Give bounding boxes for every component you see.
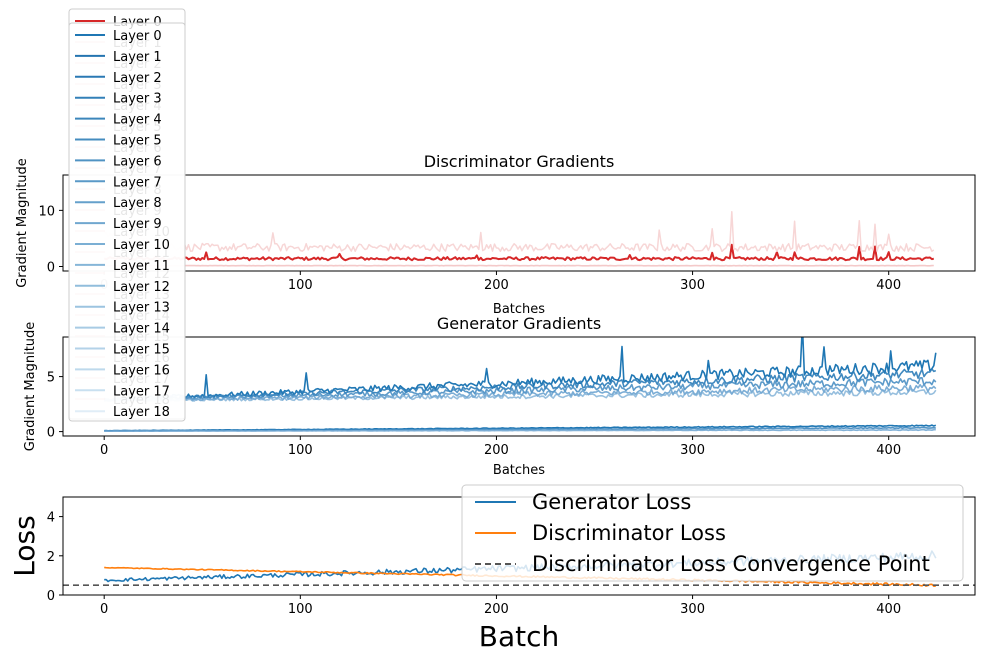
series-line-layer-2 bbox=[103, 210, 935, 253]
legend-label: Layer 5 bbox=[113, 134, 162, 149]
x-axis-label: Batches bbox=[493, 463, 545, 478]
series-line-layer-0 bbox=[104, 337, 937, 402]
chart-panel-1: 0 100 200 300 400 0 5 Generator Gradients Batche… bbox=[23, 314, 976, 478]
x-tick-label: 200 bbox=[484, 443, 509, 458]
x-axis-label: Batch bbox=[479, 620, 560, 653]
y-axis-label: Gradient Magnitude bbox=[23, 322, 38, 452]
legend-frame bbox=[68, 22, 186, 422]
series-group bbox=[103, 337, 937, 432]
x-tick-label: 400 bbox=[876, 443, 901, 458]
legend-label: Layer 11 bbox=[113, 259, 170, 274]
legend-label: Layer 13 bbox=[113, 301, 170, 316]
series-line-layer-2 bbox=[103, 377, 937, 402]
x-tick-label: 200 bbox=[484, 602, 509, 617]
x-tick-label: 100 bbox=[288, 443, 313, 458]
x-axis-label: Batches bbox=[493, 302, 545, 317]
x-tick-label: 100 bbox=[288, 602, 313, 617]
y-axis-label: Loss bbox=[8, 515, 41, 576]
x-tick-label: 100 bbox=[288, 278, 313, 293]
legend-label: Layer 1 bbox=[113, 50, 162, 65]
chart-panel-0: 0100200300400010Discriminator GradientsB… bbox=[15, 152, 976, 317]
series-line-layer-4 bbox=[103, 388, 937, 403]
legend-label: Layer 8 bbox=[113, 196, 162, 211]
x-tick-label: 300 bbox=[680, 278, 705, 293]
legend-label: Layer 18 bbox=[113, 405, 170, 420]
x-tick-label: 200 bbox=[484, 278, 509, 293]
gen-layer-legend: Layer 0 Layer 1 Layer 2 Layer 3 Layer 4 Layer… bbox=[68, 22, 186, 422]
legend-label: Layer 6 bbox=[113, 154, 162, 169]
chart-title: Generator Gradients bbox=[437, 314, 601, 333]
y-axis-label: Gradient Magnitude bbox=[15, 158, 30, 288]
series-line-layer-1 bbox=[103, 368, 937, 402]
y-tick-label: 5 bbox=[47, 371, 55, 386]
y-tick-label: 4 bbox=[47, 511, 55, 526]
loss-legend: Generator Loss Discriminator Loss Discrimi… bbox=[461, 484, 964, 582]
legend-label: Layer 17 bbox=[113, 384, 170, 399]
axes-frame bbox=[62, 336, 976, 437]
x-tick-label: 400 bbox=[876, 602, 901, 617]
series-line-layer-0 bbox=[103, 243, 935, 262]
legend-label: Layer 14 bbox=[113, 322, 170, 337]
axes-frame bbox=[62, 174, 976, 272]
x-tick-label: 300 bbox=[680, 443, 705, 458]
legend-frame bbox=[461, 484, 964, 582]
legend-label: Layer 10 bbox=[113, 238, 170, 253]
legend-label: Layer 3 bbox=[113, 92, 162, 107]
legend-label: Layer 4 bbox=[113, 113, 162, 128]
legend-label: Layer 0 bbox=[113, 29, 162, 44]
x-tick-label: 0 bbox=[100, 602, 108, 617]
legend-label: Layer 16 bbox=[113, 363, 170, 378]
y-tick-label: 0 bbox=[47, 589, 55, 604]
x-tick-label: 0 bbox=[100, 443, 108, 458]
x-tick-label: 300 bbox=[680, 602, 705, 617]
legend-label: Discriminator Loss Convergence Point bbox=[532, 552, 930, 576]
legend-label: Layer 2 bbox=[113, 71, 162, 86]
legend-label: Layer 9 bbox=[113, 217, 162, 232]
series-group bbox=[103, 210, 935, 267]
legend-label: Layer 12 bbox=[113, 280, 170, 295]
legend-label: Layer 7 bbox=[113, 175, 162, 190]
y-tick-label: 2 bbox=[47, 550, 55, 565]
legend-label: Layer 15 bbox=[113, 343, 170, 358]
chart-title: Discriminator Gradients bbox=[424, 152, 615, 171]
legend-label: Generator Loss bbox=[532, 490, 691, 514]
y-tick-label: 10 bbox=[38, 204, 55, 219]
x-tick-label: 400 bbox=[876, 278, 901, 293]
y-tick-label: 0 bbox=[47, 426, 55, 441]
y-tick-label: 0 bbox=[47, 261, 55, 276]
chart-panel-2: 0 100 200 300 400 0 2 4 Batch Loss bbox=[8, 496, 976, 653]
series-line-layer-7 bbox=[104, 428, 936, 432]
legend-label: Discriminator Loss bbox=[532, 521, 726, 545]
